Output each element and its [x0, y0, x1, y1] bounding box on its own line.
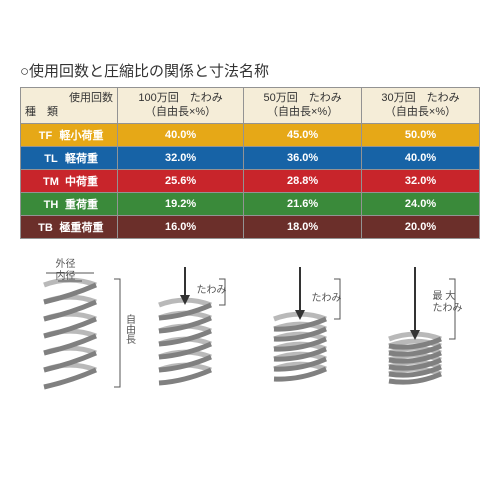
header-type: 種 類 — [25, 105, 113, 119]
col2-top: 50万回 たわみ — [248, 91, 357, 105]
label-max-deflection: 最 大たわみ — [433, 291, 463, 315]
col1-top: 100万回 たわみ — [122, 91, 239, 105]
diagram-free-length: 外径 内径 自由長 — [28, 259, 128, 399]
table-row: TF 軽小荷重40.0%45.0%50.0% — [21, 123, 480, 146]
table-row: TM 中荷重25.6%28.8%32.0% — [21, 169, 480, 192]
spec-table: 使用回数 種 類 100万回 たわみ （自由長×%） 50万回 たわみ （自由長… — [20, 87, 480, 239]
diagram-deflection-small: たわみ — [143, 259, 243, 399]
table-row: TH 重荷重19.2%21.6%24.0% — [21, 192, 480, 215]
label-inner-dia: 内径 — [56, 267, 76, 282]
col3-top: 30万回 たわみ — [366, 91, 475, 105]
col3-bot: （自由長×%） — [366, 105, 475, 119]
page-title: ○使用回数と圧縮比の関係と寸法名称 — [20, 60, 480, 81]
diagram-deflection-med: たわみ — [258, 259, 358, 399]
label-deflection-1: たわみ — [197, 281, 227, 296]
diagram-row: 外径 内径 自由長 たわみ たわみ — [20, 259, 480, 399]
table-row: TL 軽荷重32.0%36.0%40.0% — [21, 146, 480, 169]
diagram-deflection-max: 最 大たわみ — [373, 259, 473, 399]
col1-bot: （自由長×%） — [122, 105, 239, 119]
table-row: TB 極重荷重16.0%18.0%20.0% — [21, 215, 480, 238]
col2-bot: （自由長×%） — [248, 105, 357, 119]
label-free-length: 自由長 — [122, 314, 137, 344]
header-usage: 使用回数 — [25, 91, 113, 105]
label-deflection-2: たわみ — [312, 289, 342, 304]
